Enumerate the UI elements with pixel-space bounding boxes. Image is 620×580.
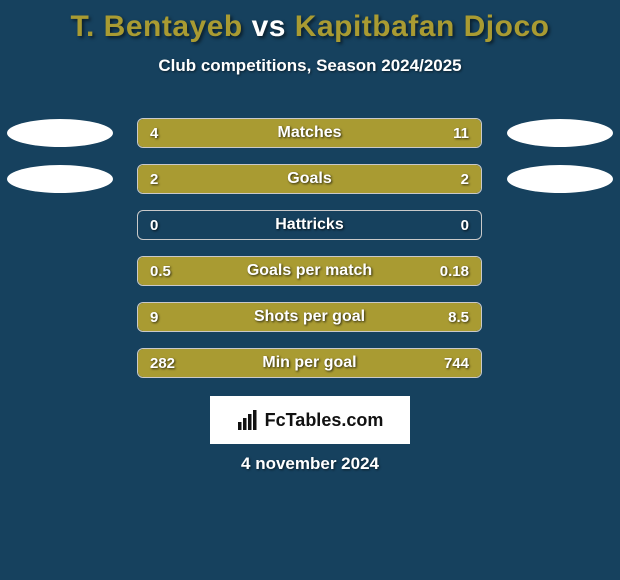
player-marker-ellipse (507, 119, 613, 147)
value-left: 282 (138, 349, 187, 377)
fctables-logo: FcTables.com (210, 396, 410, 444)
chart-bars-icon (237, 409, 259, 431)
stat-row: 282744Min per goal (0, 340, 620, 386)
value-left: 4 (138, 119, 170, 147)
date-label: 4 november 2024 (0, 454, 620, 474)
bar-track: 411Matches (137, 118, 482, 148)
logo-text: FcTables.com (265, 410, 384, 431)
player-marker-ellipse (7, 165, 113, 193)
stat-label: Hattricks (138, 211, 481, 239)
player-marker-ellipse (507, 165, 613, 193)
player2-name: Kapitbafan Djoco (295, 10, 550, 43)
bar-track: 0.50.18Goals per match (137, 256, 482, 286)
player1-name: T. Bentayeb (71, 10, 243, 43)
stat-row: 0.50.18Goals per match (0, 248, 620, 294)
value-right: 8.5 (436, 303, 481, 331)
player-marker-ellipse (7, 119, 113, 147)
vs-text: vs (252, 10, 286, 43)
bar-track: 22Goals (137, 164, 482, 194)
value-right: 0 (449, 211, 481, 239)
stat-row: 0 0Hattricks (0, 202, 620, 248)
subtitle: Club competitions, Season 2024/2025 (0, 56, 620, 76)
value-left: 9 (138, 303, 170, 331)
value-left: 2 (138, 165, 170, 193)
bar-track: 282744Min per goal (137, 348, 482, 378)
value-right: 2 (449, 165, 481, 193)
value-left: 0 (138, 211, 170, 239)
value-right: 744 (432, 349, 481, 377)
value-right: 0.18 (428, 257, 481, 285)
value-left: 0.5 (138, 257, 183, 285)
value-right: 11 (441, 119, 481, 147)
bar-track: 0 0Hattricks (137, 210, 482, 240)
comparison-title: T. Bentayeb vs Kapitbafan Djoco (0, 0, 620, 44)
stat-row: 98.5Shots per goal (0, 294, 620, 340)
bar-track: 98.5Shots per goal (137, 302, 482, 332)
